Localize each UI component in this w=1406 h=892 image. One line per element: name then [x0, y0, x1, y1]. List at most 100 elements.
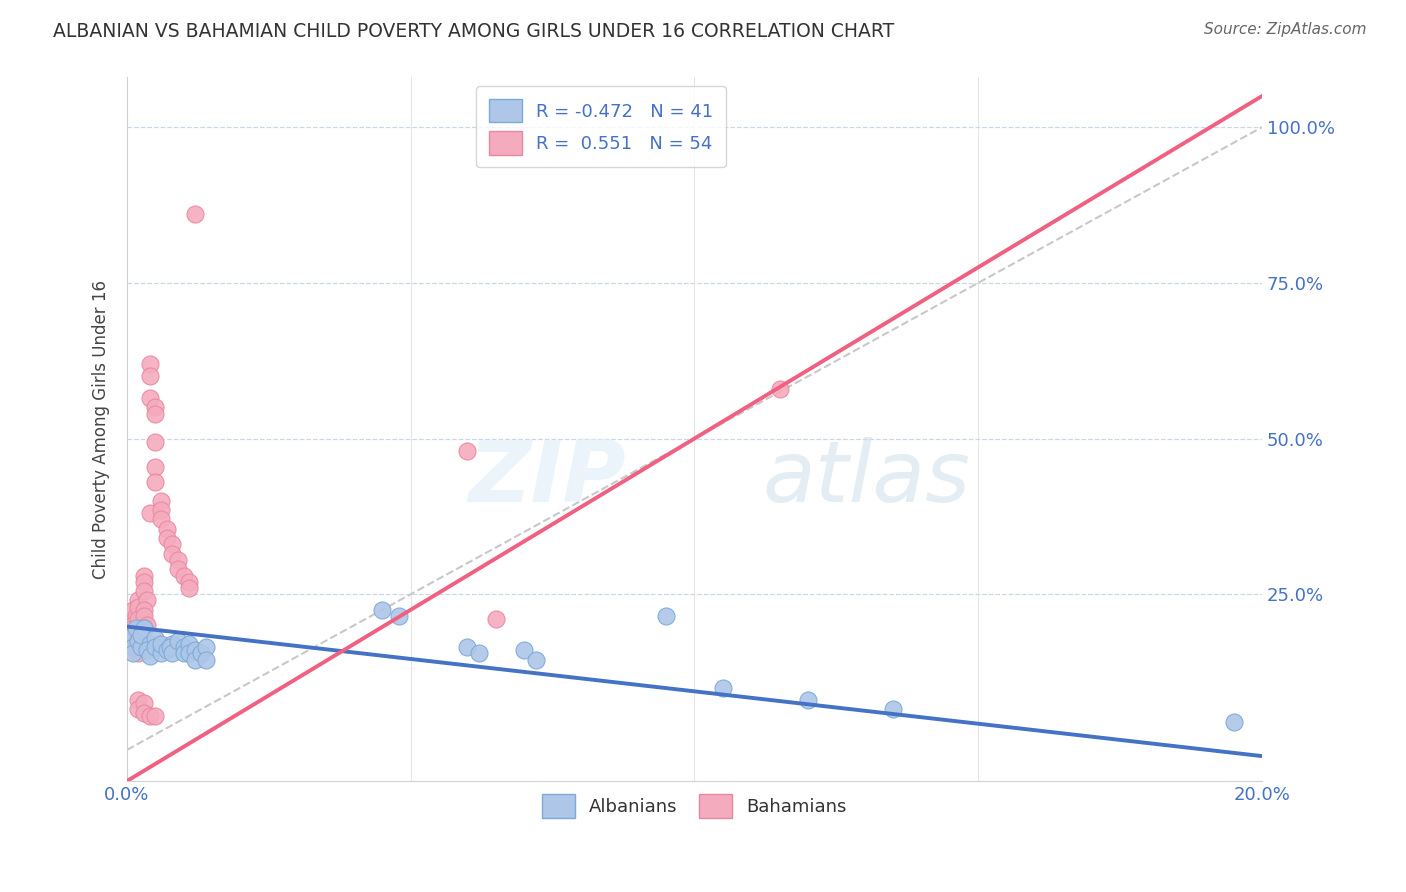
Point — [145, 475, 167, 490]
Point — [150, 637, 173, 651]
Point — [129, 628, 152, 642]
Point — [145, 631, 167, 645]
Point — [195, 640, 218, 654]
Point — [190, 646, 212, 660]
Point — [150, 646, 173, 660]
Point — [388, 609, 411, 624]
Text: atlas: atlas — [762, 437, 970, 520]
Point — [150, 503, 173, 517]
Point — [468, 646, 491, 660]
Point — [127, 702, 149, 716]
Point — [121, 628, 143, 642]
Point — [173, 568, 195, 582]
Point — [145, 708, 167, 723]
Point — [124, 622, 146, 636]
Point — [173, 646, 195, 660]
Point — [121, 646, 143, 660]
Point — [150, 493, 173, 508]
Point — [145, 401, 167, 415]
Point — [138, 369, 160, 384]
Point — [145, 434, 167, 449]
Point — [797, 693, 820, 707]
Point — [162, 646, 184, 660]
Point — [132, 622, 155, 636]
Point — [179, 637, 201, 651]
Point — [179, 581, 201, 595]
Point — [127, 599, 149, 614]
Point — [162, 637, 184, 651]
Point — [121, 622, 143, 636]
Point — [121, 628, 143, 642]
Point — [135, 618, 157, 632]
Point — [145, 459, 167, 474]
Point — [456, 444, 478, 458]
Point — [121, 640, 143, 654]
Point — [127, 612, 149, 626]
Point — [156, 522, 179, 536]
Point — [167, 634, 190, 648]
Point — [138, 391, 160, 405]
Point — [138, 708, 160, 723]
Point — [127, 646, 149, 660]
Point — [132, 584, 155, 599]
Point — [127, 628, 149, 642]
Point — [129, 640, 152, 654]
Point — [162, 547, 184, 561]
Point — [371, 603, 394, 617]
Point — [184, 652, 207, 666]
Point — [145, 407, 167, 421]
Point — [135, 593, 157, 607]
Point — [132, 574, 155, 589]
Point — [184, 207, 207, 221]
Point — [138, 649, 160, 664]
Point — [132, 603, 155, 617]
Point — [127, 640, 149, 654]
Point — [485, 612, 508, 626]
Point — [162, 537, 184, 551]
Point — [138, 357, 160, 371]
Point — [127, 693, 149, 707]
Point — [524, 652, 547, 666]
Point — [121, 603, 143, 617]
Point — [127, 593, 149, 607]
Point — [127, 634, 149, 648]
Point — [132, 696, 155, 710]
Point — [138, 506, 160, 520]
Point — [882, 702, 904, 716]
Point — [179, 574, 201, 589]
Legend: Albanians, Bahamians: Albanians, Bahamians — [536, 787, 853, 825]
Point — [768, 382, 790, 396]
Point — [167, 553, 190, 567]
Point — [179, 646, 201, 660]
Point — [132, 609, 155, 624]
Point — [127, 634, 149, 648]
Point — [124, 640, 146, 654]
Y-axis label: Child Poverty Among Girls Under 16: Child Poverty Among Girls Under 16 — [93, 280, 110, 579]
Point — [159, 640, 181, 654]
Point — [1222, 714, 1244, 729]
Point — [138, 637, 160, 651]
Point — [173, 640, 195, 654]
Point — [129, 634, 152, 648]
Point — [156, 643, 179, 657]
Point — [150, 512, 173, 526]
Point — [456, 640, 478, 654]
Point — [513, 643, 536, 657]
Point — [167, 562, 190, 576]
Text: ZIP: ZIP — [468, 437, 626, 520]
Point — [655, 609, 678, 624]
Point — [145, 640, 167, 654]
Text: Source: ZipAtlas.com: Source: ZipAtlas.com — [1204, 22, 1367, 37]
Point — [132, 568, 155, 582]
Point — [184, 643, 207, 657]
Point — [132, 622, 155, 636]
Point — [711, 681, 734, 695]
Point — [135, 643, 157, 657]
Point — [195, 652, 218, 666]
Point — [121, 634, 143, 648]
Point — [121, 618, 143, 632]
Point — [129, 622, 152, 636]
Point — [156, 531, 179, 545]
Point — [132, 706, 155, 720]
Text: ALBANIAN VS BAHAMIAN CHILD POVERTY AMONG GIRLS UNDER 16 CORRELATION CHART: ALBANIAN VS BAHAMIAN CHILD POVERTY AMONG… — [53, 22, 894, 41]
